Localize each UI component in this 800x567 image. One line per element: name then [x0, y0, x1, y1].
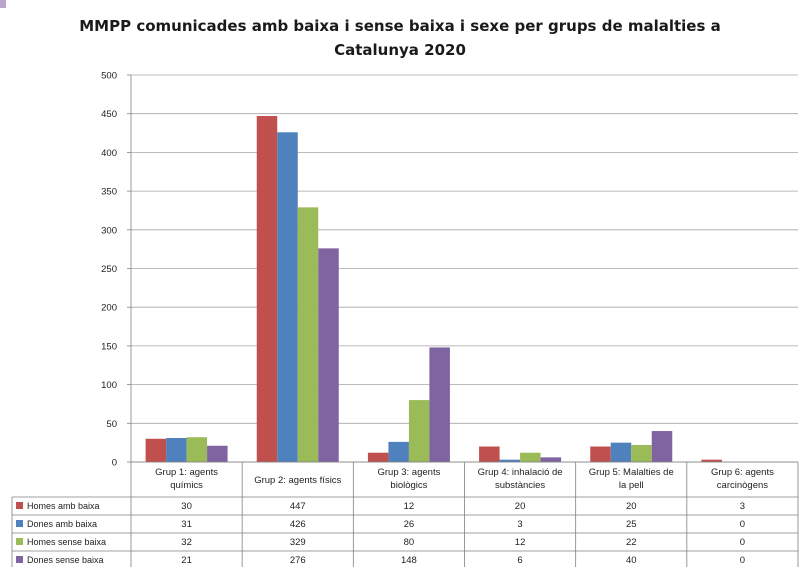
- category-label: químics: [170, 480, 203, 491]
- table-value: 276: [290, 555, 306, 566]
- category-label: Grup 3: agents: [377, 467, 440, 478]
- chart-title-line-1: MMPP comunicades amb baixa i sense baixa…: [79, 17, 721, 35]
- legend-swatch: [16, 538, 23, 545]
- y-tick-label: 300: [101, 225, 117, 236]
- y-tick-label: 100: [101, 380, 117, 391]
- legend-label: Dones amb baixa: [27, 519, 97, 529]
- table-value: 31: [181, 519, 192, 530]
- bar: [701, 459, 722, 462]
- bar: [479, 446, 500, 462]
- bar: [297, 207, 319, 462]
- category-label: substàncies: [495, 480, 545, 491]
- bar: [408, 400, 430, 462]
- legend-label: Dones sense baixa: [27, 555, 104, 565]
- table-value: 447: [290, 501, 306, 512]
- bar: [520, 452, 541, 462]
- table-value: 0: [740, 519, 745, 530]
- table-value: 22: [626, 537, 637, 548]
- legend-swatch: [16, 520, 23, 527]
- bar: [318, 248, 339, 462]
- table-value: 21: [181, 555, 192, 566]
- corner-decoration: [0, 0, 6, 8]
- table-value: 0: [740, 555, 745, 566]
- y-tick-label: 350: [101, 187, 117, 198]
- bar: [207, 445, 228, 462]
- table-value: 80: [404, 537, 415, 548]
- table-value: 32: [181, 537, 192, 548]
- bar: [145, 438, 167, 462]
- category-label: Grup 6: agents: [711, 467, 774, 478]
- gridlines: [131, 74, 798, 463]
- category-label: la pell: [619, 480, 644, 491]
- bar: [429, 347, 450, 462]
- bar: [256, 116, 278, 462]
- category-label: Grup 5: Malalties de: [589, 467, 674, 478]
- chart-title-line-2: Catalunya 2020: [334, 41, 466, 59]
- bar: [590, 446, 611, 462]
- legend-label: Homes sense baixa: [27, 537, 106, 547]
- y-tick-label: 250: [101, 264, 117, 275]
- data-table: Grup 1: agents químics Grup 2: agents físi…: [11, 461, 799, 567]
- bars: [145, 116, 722, 462]
- table-value: 6: [517, 555, 522, 566]
- table-value: 0: [740, 537, 745, 548]
- table-value: 426: [290, 519, 306, 530]
- table-value: 148: [401, 555, 417, 566]
- table-value: 25: [626, 519, 637, 530]
- legend-swatch: [16, 556, 23, 563]
- y-tick-label: 400: [101, 148, 117, 159]
- y-tick-label: 450: [101, 109, 117, 120]
- table-value: 26: [404, 519, 415, 530]
- bar: [651, 431, 673, 462]
- category-label: Grup 4: inhalació de: [478, 467, 563, 478]
- y-tick-label: 50: [106, 419, 117, 430]
- table-value: 3: [740, 501, 745, 512]
- bar: [166, 438, 187, 462]
- bar: [388, 441, 409, 462]
- bar: [277, 132, 298, 462]
- bar: [631, 444, 652, 462]
- table-value: 3: [517, 519, 522, 530]
- bar: [499, 459, 521, 462]
- bar: [186, 437, 208, 462]
- table-value: 40: [626, 555, 637, 566]
- category-label: carcinògens: [717, 480, 768, 491]
- table-value: 20: [515, 501, 526, 512]
- table-value: 20: [626, 501, 637, 512]
- table-value: 329: [290, 537, 306, 548]
- chart-title: MMPP comunicades amb baixa i sense baixa…: [0, 14, 800, 62]
- legend-swatch: [16, 502, 23, 509]
- y-tick-label: 0: [112, 458, 117, 469]
- category-label: Grup 2: agents físics: [254, 475, 341, 486]
- bar: [367, 452, 389, 462]
- table-value: 30: [181, 501, 192, 512]
- category-label: Grup 1: agents: [155, 467, 218, 478]
- table-value: 12: [404, 501, 415, 512]
- y-tick-label: 200: [101, 303, 117, 314]
- y-tick-label: 150: [101, 341, 117, 352]
- category-label: biològics: [390, 480, 427, 491]
- axes: 0 50 100 150 200 250 300 350 400 450 500: [101, 71, 132, 469]
- bar: [540, 457, 562, 462]
- bar: [610, 442, 632, 462]
- legend-label: Homes amb baixa: [27, 501, 100, 511]
- y-tick-label: 500: [101, 71, 117, 82]
- table-value: 12: [515, 537, 526, 548]
